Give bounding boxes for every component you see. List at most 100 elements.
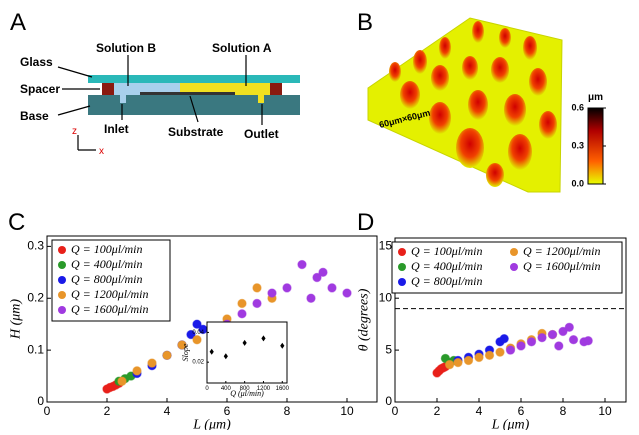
y-tick-label: 0.2 bbox=[27, 290, 44, 304]
data-point bbox=[342, 288, 352, 298]
axis-label: x bbox=[99, 146, 104, 157]
data-point bbox=[583, 336, 593, 346]
legend-label: Q = 1200μl/min bbox=[523, 244, 600, 258]
x-tick-label: 0 bbox=[392, 404, 399, 418]
legend-box bbox=[391, 241, 623, 294]
substrate bbox=[140, 92, 235, 95]
data-point bbox=[192, 335, 202, 345]
x-tick-label: 8 bbox=[284, 404, 291, 418]
x-tick-label: 800 bbox=[240, 386, 251, 392]
spacer bbox=[102, 83, 114, 95]
data-point bbox=[252, 283, 262, 293]
data-point bbox=[474, 352, 484, 363]
y-tick-label: 0.02 bbox=[192, 360, 204, 366]
glass-layer bbox=[88, 75, 300, 83]
panel-label: D bbox=[357, 209, 374, 236]
x-tick-label: 0 bbox=[205, 386, 209, 392]
y-tick-label: 0 bbox=[37, 394, 44, 408]
inlet-port bbox=[120, 95, 126, 103]
data-point bbox=[453, 357, 463, 368]
data-point bbox=[147, 358, 157, 368]
x-axis-label: L (μm) bbox=[192, 417, 231, 430]
spacer bbox=[270, 83, 282, 95]
data-point bbox=[484, 350, 495, 360]
y-tick-label: 0.3 bbox=[27, 239, 44, 253]
label: Solution B bbox=[96, 41, 156, 55]
outlet-port bbox=[258, 95, 264, 103]
legend-label: Q = 800μl/min bbox=[411, 274, 482, 288]
y-axis-label: Slope bbox=[181, 343, 190, 361]
surface-image: 60μm×60μm bbox=[367, 17, 563, 193]
y-tick-label: 0 bbox=[385, 394, 392, 408]
y-tick-label: 0.04 bbox=[192, 330, 204, 336]
data-point bbox=[280, 342, 285, 349]
label: Solution A bbox=[212, 41, 272, 55]
y-tick-label: 0.1 bbox=[27, 342, 44, 356]
x-tick-label: 8 bbox=[560, 404, 567, 418]
data-point bbox=[327, 283, 337, 293]
panel-label: C bbox=[8, 209, 25, 236]
data-point bbox=[223, 353, 228, 360]
x-tick-label: 1200 bbox=[257, 386, 271, 392]
data-point bbox=[526, 337, 537, 347]
x-tick-label: 6 bbox=[224, 404, 231, 418]
data-point bbox=[306, 293, 316, 303]
data-point bbox=[177, 340, 187, 350]
data-point bbox=[242, 339, 247, 346]
data-point bbox=[192, 319, 202, 329]
x-tick-label: 10 bbox=[598, 404, 612, 418]
y-tick-label: 10 bbox=[379, 290, 393, 304]
legend-marker bbox=[58, 246, 66, 254]
base-layer bbox=[88, 95, 300, 115]
legend-marker bbox=[58, 276, 66, 284]
data-point bbox=[568, 335, 579, 345]
colorbar-tick-label: 0.6 bbox=[571, 102, 584, 112]
label: Outlet bbox=[244, 127, 279, 141]
data-point bbox=[463, 355, 474, 366]
data-point bbox=[444, 359, 455, 370]
data-point bbox=[499, 333, 509, 344]
label: Inlet bbox=[104, 122, 129, 136]
data-point bbox=[516, 341, 526, 351]
legend-label: Q = 1600μl/min bbox=[71, 302, 148, 316]
data-point bbox=[162, 350, 172, 361]
panel-label: B bbox=[357, 9, 373, 36]
legend-label: Q = 100μl/min bbox=[411, 244, 482, 258]
x-tick-label: 2 bbox=[104, 404, 111, 418]
legend-marker bbox=[510, 248, 518, 256]
x-tick-label: 0 bbox=[44, 404, 51, 418]
data-point bbox=[547, 329, 558, 340]
data-point bbox=[117, 376, 127, 386]
data-point bbox=[261, 335, 266, 342]
x-axis-label: Q (μl/min) bbox=[230, 389, 264, 398]
plot-frame bbox=[206, 321, 288, 384]
axis-label: z bbox=[72, 126, 77, 137]
x-tick-label: 400 bbox=[221, 386, 232, 392]
arrows bbox=[57, 55, 263, 151]
colorbar-body bbox=[587, 107, 604, 185]
x-tick-label: 2 bbox=[434, 404, 441, 418]
colorbar-label: μm bbox=[588, 92, 603, 103]
legend-label: Q = 1200μl/min bbox=[71, 287, 148, 301]
data-point bbox=[495, 347, 505, 357]
data-point bbox=[564, 322, 574, 332]
colorbar: μm bbox=[587, 92, 604, 185]
colorbar-tick-label: 0.3 bbox=[571, 140, 584, 150]
legend-label: Q = 400μl/min bbox=[71, 257, 142, 271]
data-point bbox=[282, 283, 292, 293]
data-point bbox=[252, 298, 262, 309]
x-axis-label: L (μm) bbox=[491, 417, 530, 430]
x-tick-label: 4 bbox=[164, 404, 171, 418]
data-point bbox=[267, 288, 277, 298]
data-point bbox=[186, 329, 196, 340]
x-tick-label: 4 bbox=[476, 404, 483, 418]
data-point bbox=[237, 298, 247, 309]
data-point bbox=[312, 272, 322, 283]
label: Glass bbox=[20, 55, 53, 69]
device-diagram: Glass Spacer Base Solution B Solution A … bbox=[20, 41, 300, 157]
y-tick-label: 5 bbox=[385, 342, 392, 356]
y-tick-label: 15 bbox=[379, 238, 393, 252]
y-axis-label: H (μm) bbox=[8, 299, 23, 340]
legend-label: Q = 1600μl/min bbox=[523, 259, 600, 273]
legend-marker bbox=[510, 263, 518, 271]
